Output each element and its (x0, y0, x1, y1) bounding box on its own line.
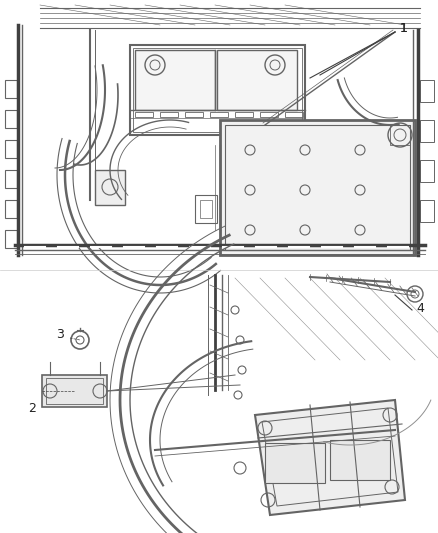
Bar (390, 125, 410, 145)
Bar (133, 48, 302, 132)
Bar (42, 375, 107, 407)
Bar (135, 112, 153, 117)
Bar (5, 170, 17, 188)
Bar (265, 443, 325, 483)
Bar (420, 200, 434, 222)
Polygon shape (255, 400, 405, 515)
Bar (330, 440, 390, 480)
Bar (5, 110, 17, 128)
Bar (260, 112, 278, 117)
Bar (285, 112, 303, 117)
Bar (225, 125, 410, 250)
Bar (420, 80, 434, 102)
Bar (195, 195, 217, 223)
Bar (217, 50, 297, 110)
Bar (420, 120, 434, 142)
Bar (420, 160, 434, 182)
Bar (185, 112, 203, 117)
Bar (220, 120, 415, 255)
Text: 4: 4 (416, 302, 424, 314)
Bar (0, 270, 438, 533)
Bar (0, 0, 438, 260)
Bar (46, 378, 103, 404)
Bar (160, 112, 178, 117)
Bar (210, 112, 228, 117)
Text: 3: 3 (56, 328, 64, 342)
Bar (5, 80, 17, 98)
Text: 1: 1 (400, 21, 408, 35)
Text: 1: 1 (400, 21, 408, 35)
Text: 2: 2 (28, 401, 36, 415)
Bar (235, 112, 253, 117)
Bar (5, 230, 17, 248)
Bar (200, 200, 212, 218)
Bar (135, 50, 215, 110)
Bar (5, 140, 17, 158)
Bar (95, 170, 125, 205)
Bar (130, 45, 305, 135)
Bar (5, 200, 17, 218)
